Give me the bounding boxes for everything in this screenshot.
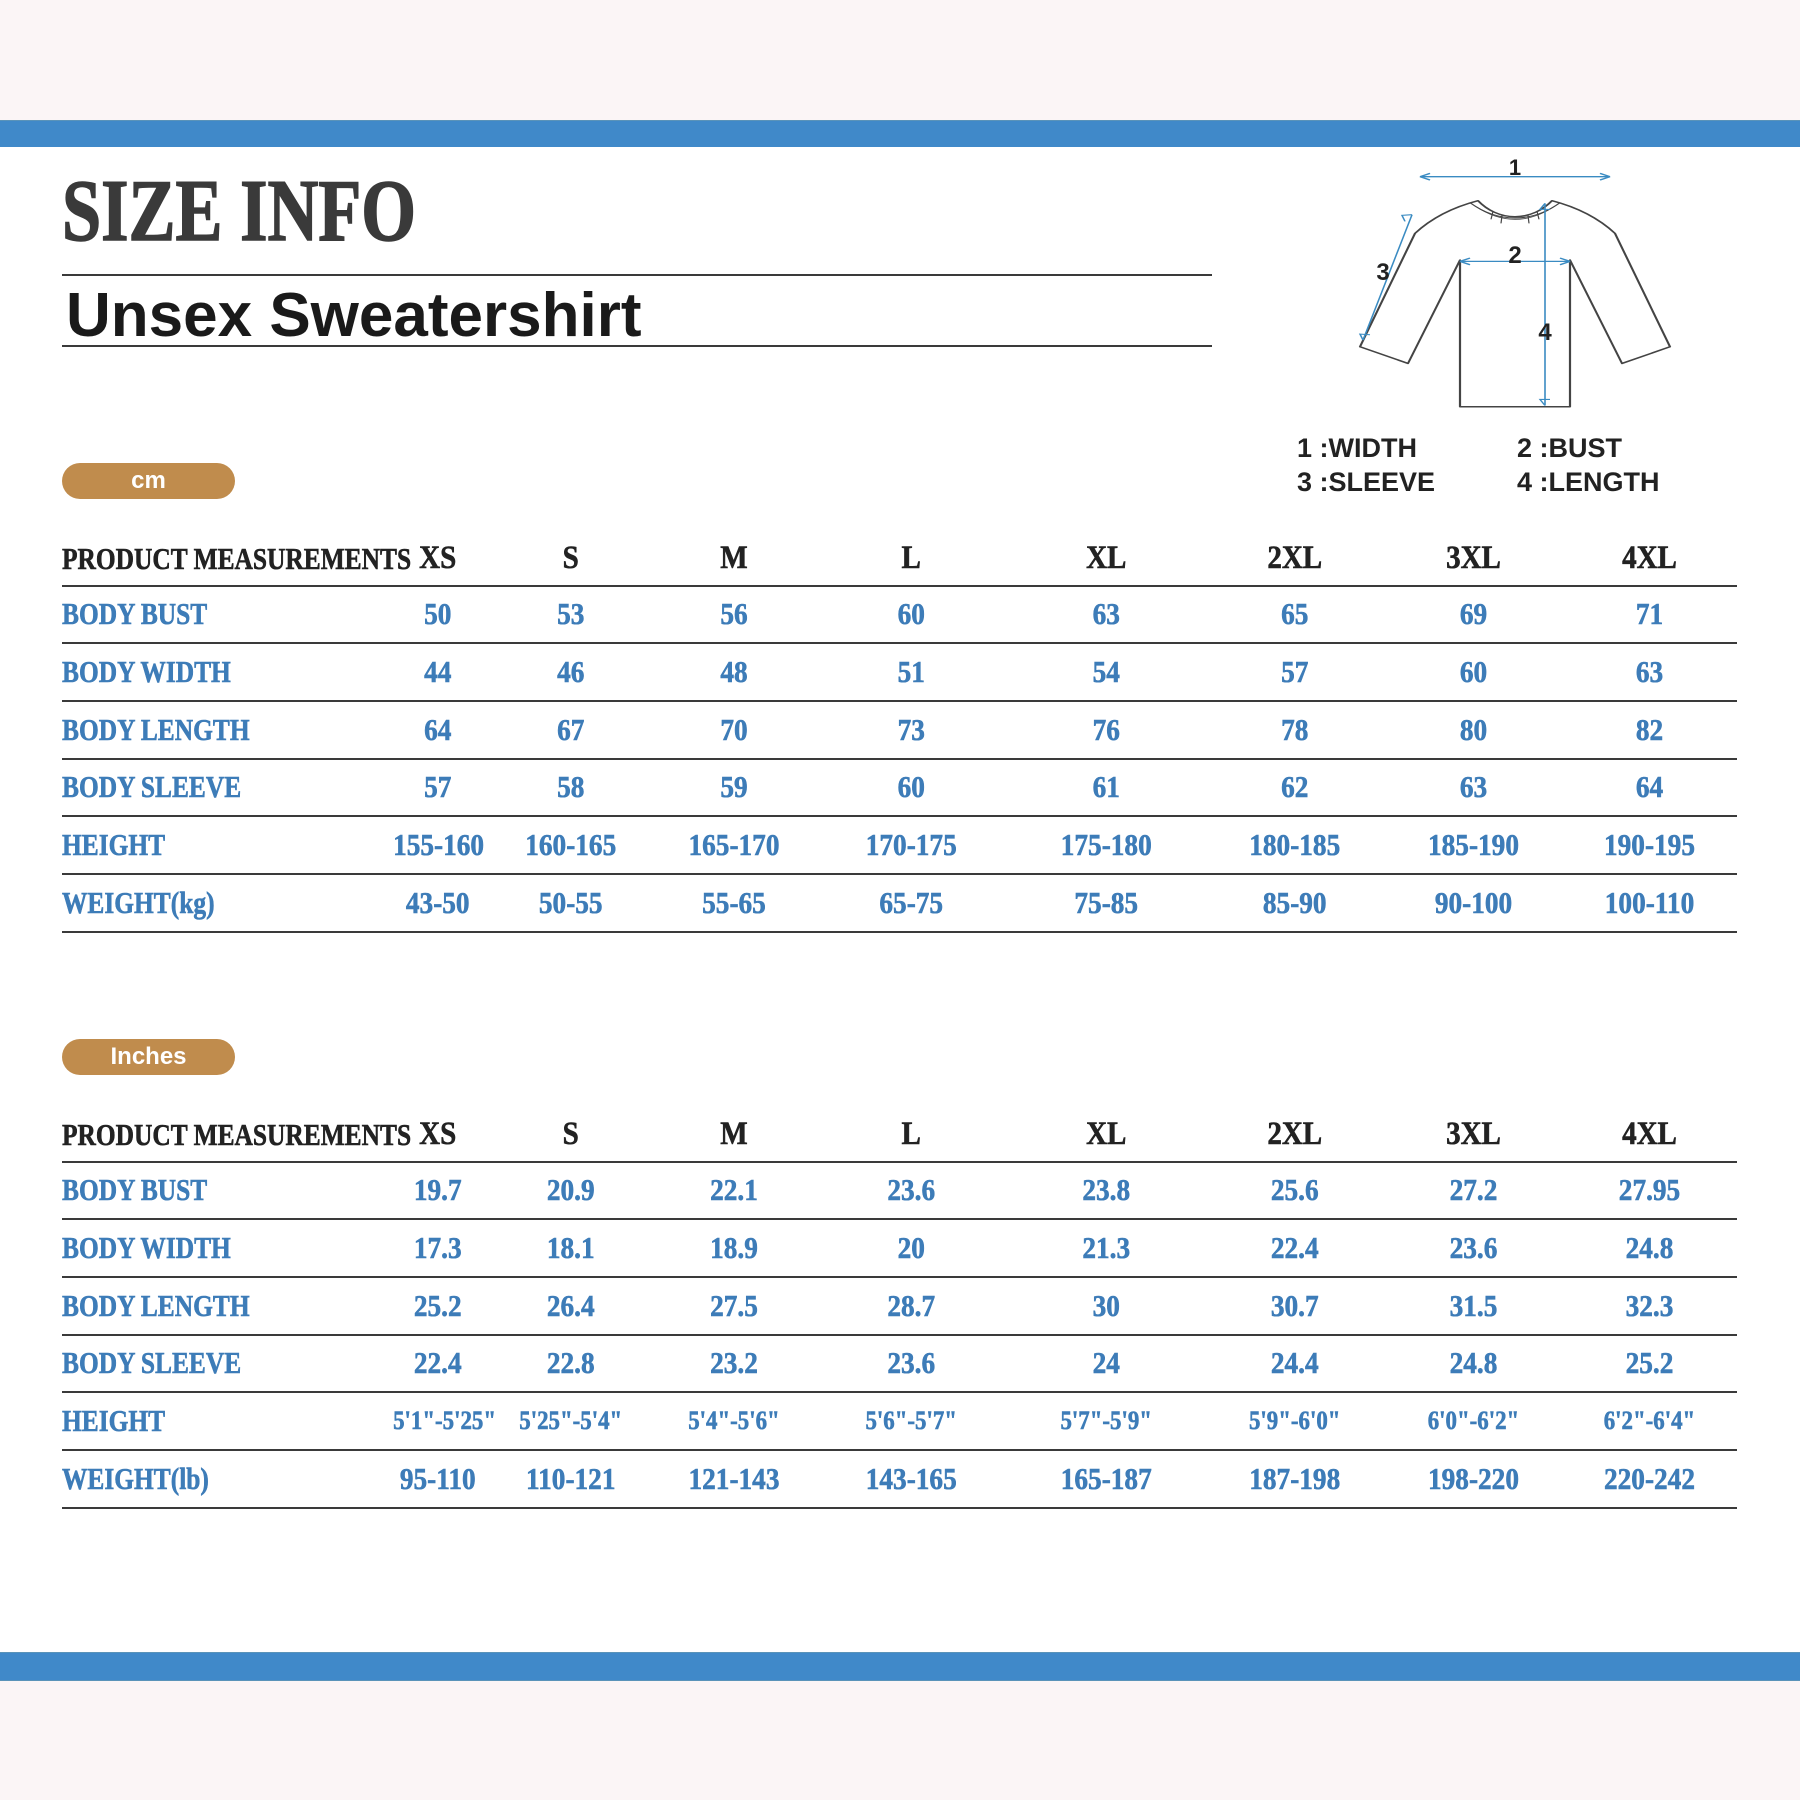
svg-text:4: 4 xyxy=(1538,319,1552,346)
svg-text:3: 3 xyxy=(1376,259,1389,286)
svg-text:1: 1 xyxy=(1509,155,1521,180)
svg-text:2: 2 xyxy=(1508,242,1521,269)
